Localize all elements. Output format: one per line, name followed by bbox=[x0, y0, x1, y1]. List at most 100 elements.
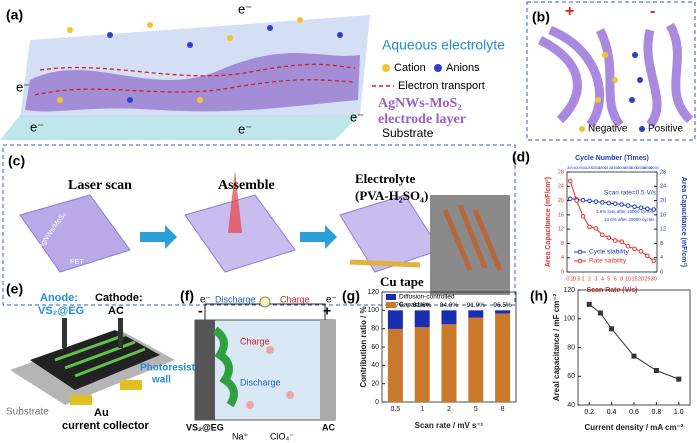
x-axis-label: Current density / mA cm⁻² bbox=[584, 423, 683, 432]
legend-swatch bbox=[386, 294, 396, 300]
y-tick-label: 28 bbox=[558, 169, 564, 175]
data-point bbox=[567, 196, 573, 202]
electrode-label: VS₂@EG bbox=[186, 422, 224, 432]
cations bbox=[595, 52, 618, 103]
series-line bbox=[588, 303, 679, 380]
au-pad bbox=[70, 395, 92, 405]
bar-segment bbox=[414, 327, 430, 402]
bar-segment bbox=[387, 310, 403, 329]
electrode-wires bbox=[537, 25, 624, 128]
probe bbox=[62, 318, 67, 348]
substrate-label: Substrate bbox=[6, 407, 49, 418]
electron-label: e⁻ bbox=[326, 295, 337, 306]
value-label: 91.9% bbox=[467, 302, 486, 309]
data-point bbox=[651, 258, 657, 264]
y-tick-label: 40 bbox=[371, 362, 379, 369]
y-tick-label: 20 bbox=[371, 381, 379, 388]
laser bbox=[228, 170, 242, 233]
electron-label: e⁻ bbox=[238, 121, 252, 136]
layer-label: AgNWs-MoS₂ bbox=[378, 96, 462, 111]
y-tick-label: 120 bbox=[563, 287, 575, 294]
collector-label: Au bbox=[94, 407, 109, 419]
electrode bbox=[320, 320, 335, 420]
data-point bbox=[638, 205, 644, 211]
legend-label: Capacitive bbox=[399, 302, 430, 309]
x-tick-label: 1 bbox=[582, 276, 585, 282]
data-point bbox=[580, 213, 586, 219]
bar-segment bbox=[414, 310, 430, 328]
x2-tick-label: 4000 bbox=[624, 166, 632, 170]
wall-label: wall bbox=[151, 375, 171, 386]
data-point bbox=[600, 232, 605, 238]
data-point bbox=[653, 368, 659, 373]
wall-label: Photoresist bbox=[140, 363, 196, 374]
probe bbox=[118, 318, 123, 348]
legend-marker bbox=[577, 258, 583, 264]
y-tick-label: 80 bbox=[567, 344, 575, 351]
x2-tick-label: 1800 bbox=[598, 166, 606, 170]
y-axis-label: Areal capacitance / mF cm⁻² bbox=[552, 293, 561, 401]
x-tick-label: 6 bbox=[614, 276, 617, 282]
y-tick-label: 20 bbox=[558, 198, 564, 204]
data-point bbox=[645, 206, 650, 212]
data-point bbox=[645, 253, 650, 259]
plot-frame bbox=[566, 171, 658, 273]
panel-label: (h) bbox=[530, 288, 548, 304]
anode-label: Anode: bbox=[40, 292, 78, 304]
photo-electrodes bbox=[442, 204, 503, 271]
x2-tick-label: 900 bbox=[580, 166, 586, 170]
y-tick-label: 120 bbox=[367, 289, 379, 296]
film-label: PET bbox=[70, 259, 84, 266]
arrow bbox=[300, 225, 337, 249]
data-point bbox=[651, 207, 657, 212]
substrate-label: Substrate bbox=[382, 126, 434, 140]
anions bbox=[629, 52, 643, 103]
data-point bbox=[631, 353, 637, 359]
y-tick-label: 0 bbox=[561, 269, 564, 275]
legend-label: Negative bbox=[588, 124, 628, 135]
nanowire-layer bbox=[25, 53, 360, 112]
x-tick-label: 8 bbox=[620, 276, 623, 282]
panel-a: (a) e⁻ e⁻ e⁻ e⁻ e⁻ Aqueous electrolyte C… bbox=[0, 1, 505, 140]
panel-label: (a) bbox=[6, 7, 23, 23]
panel-label: (c) bbox=[8, 153, 25, 169]
bar-segment bbox=[468, 310, 484, 318]
data-point bbox=[638, 248, 644, 254]
y-tick-label: 100 bbox=[367, 307, 379, 314]
x-tick-label: 20 bbox=[638, 276, 644, 282]
flow-label: Discharge bbox=[240, 377, 281, 387]
device-photo bbox=[430, 195, 510, 295]
panel-label: (f) bbox=[180, 288, 194, 304]
data-point bbox=[676, 376, 682, 382]
arrow bbox=[140, 225, 177, 249]
x-tick-label: 2 bbox=[447, 406, 451, 413]
x2-tick-label: 3000 bbox=[618, 166, 626, 170]
y-tick-label: 8 bbox=[561, 241, 564, 247]
data-point bbox=[593, 199, 599, 204]
y-tick-label: 100 bbox=[563, 316, 575, 323]
x-tick-label: 5 bbox=[474, 406, 478, 413]
x-tick-label: 0.2 bbox=[566, 276, 574, 282]
panel-label: (g) bbox=[342, 288, 360, 304]
ion-label: ClO₄⁻ bbox=[270, 431, 294, 441]
annotation: Scan rate=0.5 V/s bbox=[604, 190, 657, 197]
x2-tick-label: 1200 bbox=[586, 166, 594, 170]
data-point bbox=[593, 226, 599, 231]
y-tick-label: 16 bbox=[558, 212, 564, 218]
film bbox=[184, 194, 296, 273]
data-point bbox=[612, 201, 618, 207]
electron-label: e⁻ bbox=[238, 1, 252, 16]
value-label: 84.8% bbox=[440, 302, 459, 309]
flow-label: Discharge bbox=[215, 294, 256, 304]
x-tick-label: 15 bbox=[631, 276, 637, 282]
electron-label: e⁻ bbox=[200, 295, 211, 306]
x-tick-label: 3 bbox=[594, 276, 597, 282]
step-label: Laser scan bbox=[68, 178, 132, 193]
bar-segment bbox=[468, 317, 484, 402]
electrode-wires bbox=[643, 22, 694, 128]
electrolyte-title: Aqueous electrolyte bbox=[382, 37, 505, 53]
legend-label: Cycle stability bbox=[589, 249, 629, 256]
electron-label: e⁻ bbox=[16, 79, 30, 94]
x-axis-label: Scan rate / mV s⁻¹ bbox=[415, 421, 484, 430]
